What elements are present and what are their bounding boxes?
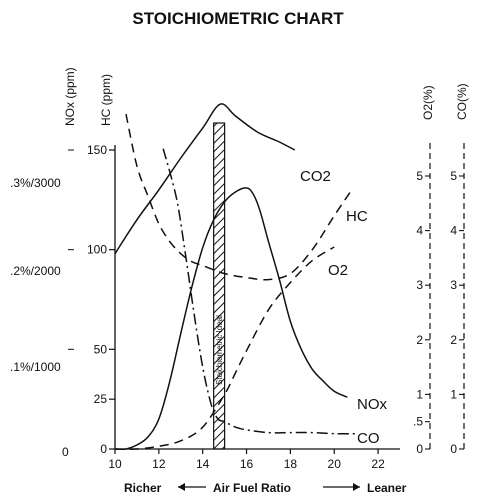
- co-tick-label: 1: [450, 387, 457, 401]
- hc-tick-label: 100: [87, 243, 107, 257]
- o2-tick-label: 4: [416, 224, 423, 238]
- series-label-hc: HC: [346, 208, 368, 225]
- series-label-co2: CO2: [300, 168, 331, 185]
- nox-tick-3000: .3%/3000: [10, 176, 61, 190]
- x-tick-label: 18: [284, 457, 298, 471]
- hc-axis-title: HC (ppm): [99, 74, 113, 126]
- x-right-arrow-icon: [323, 483, 360, 491]
- stoichiometric-band: Stoichiometric Ideal: [213, 122, 226, 450]
- x-tick-label: 20: [328, 457, 342, 471]
- series-line-co2: [114, 103, 296, 255]
- series-label-co: CO: [357, 430, 380, 447]
- x-tick-label: 12: [152, 457, 166, 471]
- o2-tick-label: 1: [416, 387, 423, 401]
- co-axis-title: CO(%): [455, 83, 469, 120]
- co-tick-label: 4: [450, 224, 457, 238]
- hc-tick-label: 150: [87, 143, 107, 157]
- hc-tick-label: 25: [94, 392, 108, 406]
- stoichiometric-ideal-label: Stoichiometric Ideal: [215, 315, 224, 385]
- nox-axis-title: NOx (ppm): [63, 67, 77, 126]
- x-tick-label: 14: [196, 457, 210, 471]
- series-line-nox: [114, 187, 348, 451]
- x-axis-label: Air Fuel Ratio: [213, 481, 291, 495]
- o2-tick-label: 5: [416, 169, 423, 183]
- series-line-co: [162, 148, 357, 435]
- series-label-o2: O2: [328, 262, 348, 279]
- chart-title: STOICHIOMETRIC CHART: [132, 9, 344, 28]
- o2-axis-title: O2(%): [421, 85, 435, 120]
- stoichiometric-ideal-band: [213, 122, 226, 450]
- co-tick-label: 0: [450, 442, 457, 456]
- x-left-label: Richer: [124, 481, 162, 495]
- nox-tick-1000: .1%/1000: [10, 360, 61, 374]
- x-right-label: Leaner: [367, 481, 407, 495]
- series-layer: [114, 103, 357, 451]
- hc-tick-label: 0: [100, 442, 107, 456]
- o2-tick-label: 3: [416, 278, 423, 292]
- series-line-hc: [125, 113, 353, 281]
- hc-tick-label: 50: [94, 342, 108, 356]
- co-tick-label: 3: [450, 278, 457, 292]
- x-left-arrow-icon: [178, 483, 206, 491]
- co-tick-label: 5: [450, 169, 457, 183]
- o2-tick-label: .5: [413, 415, 423, 429]
- co-tick-label: 2: [450, 333, 457, 347]
- x-tick-label: 22: [371, 457, 385, 471]
- o2-tick-label: 0: [416, 442, 423, 456]
- nox-tick-2000: .2%/2000: [10, 264, 61, 278]
- nox-tick-zero: 0: [62, 445, 69, 459]
- x-tick-label: 16: [240, 457, 254, 471]
- x-tick-label: 10: [108, 457, 122, 471]
- o2-tick-label: 2: [416, 333, 423, 347]
- series-label-nox: NOx: [357, 396, 388, 413]
